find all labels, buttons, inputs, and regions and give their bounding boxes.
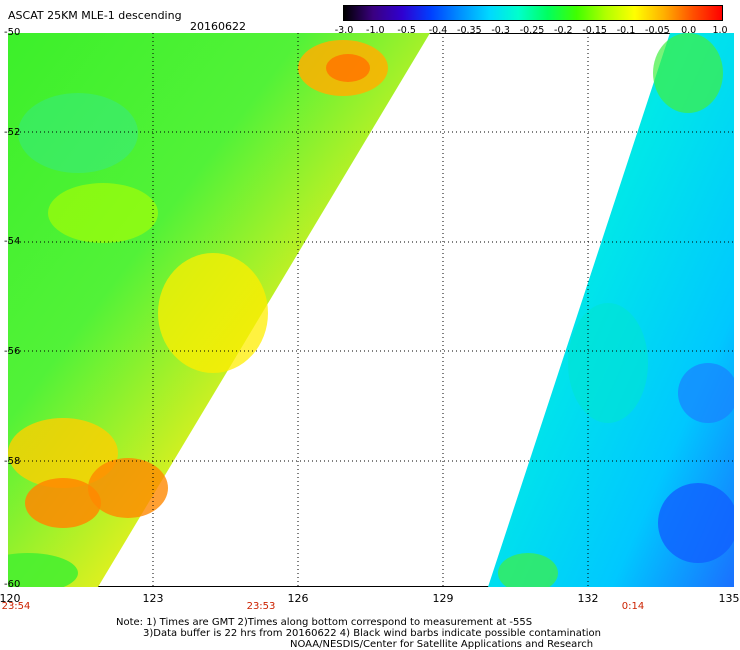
right-swath-patch [653, 33, 723, 113]
color-scale-tick-label: -0.4 [428, 25, 448, 36]
right-swath-patch [678, 363, 734, 423]
time-label: 23:54 [1, 601, 31, 612]
color-scale-tick-label: -0.05 [645, 25, 670, 36]
note-line-1: Note: 1) Times are GMT 2)Times along bot… [116, 617, 533, 628]
y-axis-label: -56 [4, 346, 21, 357]
color-scale-bar [343, 5, 723, 21]
left-swath-patch [326, 54, 370, 82]
color-scale-tick-label: -0.1 [616, 25, 636, 36]
left-swath-patch [88, 458, 168, 518]
left-swath-patch [48, 183, 158, 243]
x-axis-label: 123 [142, 592, 164, 605]
left-swath-patch [158, 253, 268, 373]
x-axis-label: 132 [577, 592, 599, 605]
product-date: 20160622 [190, 20, 246, 33]
time-label: 23:53 [246, 601, 276, 612]
x-axis-label: 129 [432, 592, 454, 605]
left-swath-patch [18, 93, 138, 173]
x-axis-label: 126 [287, 592, 309, 605]
left-swath-patch [25, 478, 101, 528]
left-swath-patch [8, 418, 118, 488]
left-swath-patch [8, 553, 78, 587]
color-scale-tick-label: -0.2 [554, 25, 573, 36]
time-label: 0:14 [621, 601, 645, 612]
y-axis-label: -50 [4, 27, 21, 38]
right-swath-patch [568, 303, 648, 423]
y-axis-label: -58 [4, 456, 21, 467]
y-axis-label: -54 [4, 236, 21, 247]
right-swath-patch [498, 553, 558, 587]
color-scale-tick-label: -1.0 [366, 25, 385, 36]
color-scale-tick-label: 1.0 [712, 25, 728, 36]
product-title: ASCAT 25KM MLE-1 descending [8, 9, 182, 22]
x-axis-label: 120 [0, 592, 21, 605]
color-scale-tick-label: -0.5 [397, 25, 416, 36]
y-axis-label: -52 [4, 127, 21, 138]
x-axis-label: 135 [718, 592, 740, 605]
note-line-3: NOAA/NESDIS/Center for Satellite Applica… [290, 639, 594, 650]
map-canvas [8, 33, 734, 587]
color-scale-labels: -3.0 -1.0 -0.5 -0.4 -0.35 -0.3 -0.25 -0.2 -0.15-… [320, 25, 740, 37]
color-scale-tick-label: -0.35 [457, 25, 482, 36]
color-scale-tick-label: -3.0 [334, 25, 354, 36]
color-scale-tick-label: -0.25 [519, 25, 545, 36]
color-scale-tick-label: 0.0 [681, 25, 697, 36]
note-line-2: 3)Data buffer is 22 hrs from 20160622 4)… [143, 628, 601, 639]
color-scale-tick-label: -0.3 [491, 25, 510, 36]
gridlines [8, 33, 734, 587]
color-scale-tick-label: -0.15 [582, 25, 607, 36]
right-swath-patch [658, 483, 734, 563]
y-axis-label: -60 [4, 579, 21, 590]
